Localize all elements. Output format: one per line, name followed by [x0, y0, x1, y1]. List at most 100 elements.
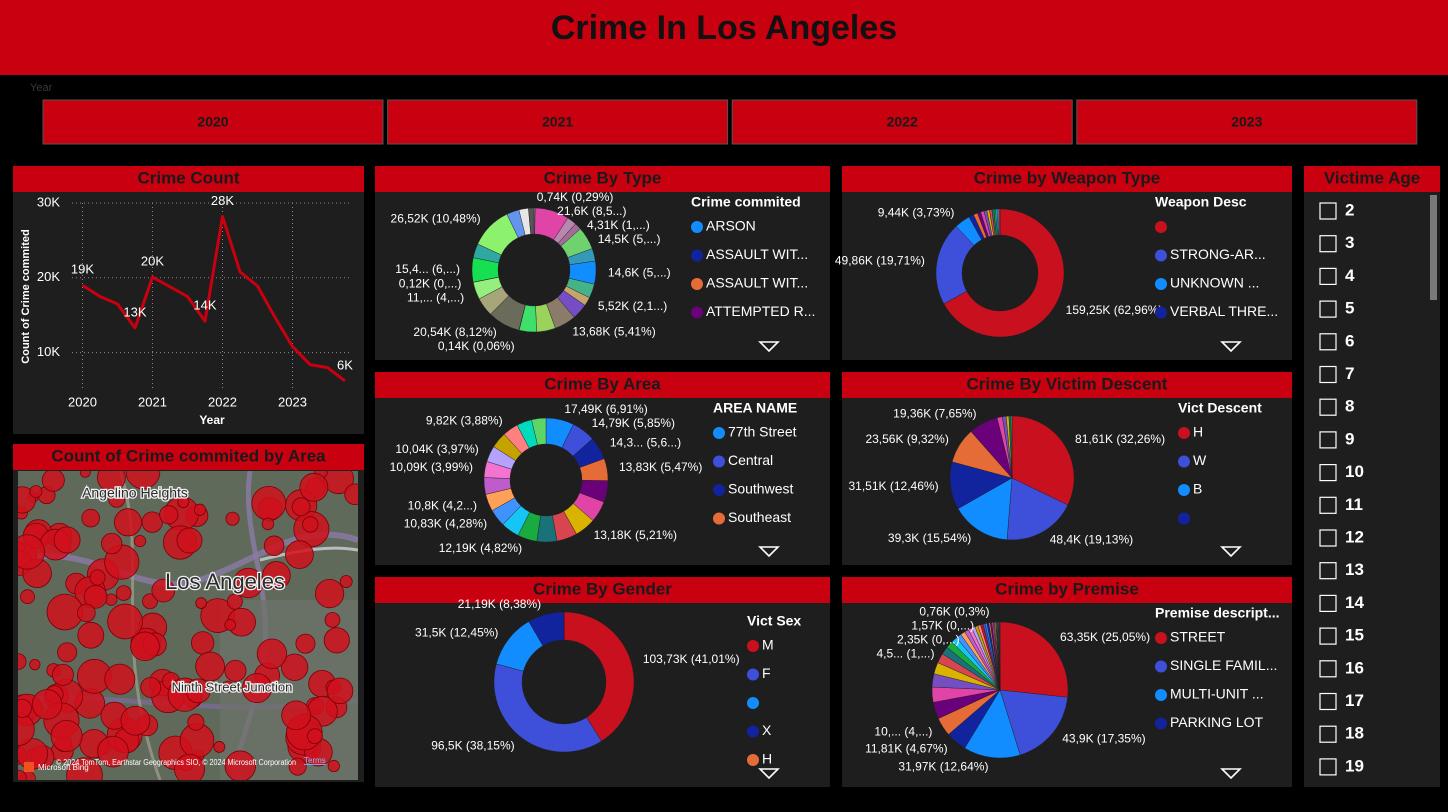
data-label: 0,14K (0,06%) — [438, 339, 515, 353]
panel-title-bar — [1304, 166, 1440, 192]
age-option[interactable]: 2 — [1345, 200, 1354, 219]
checkbox[interactable] — [1319, 431, 1337, 449]
checkbox[interactable] — [1319, 758, 1337, 776]
legend-scroll-arrow[interactable] — [1220, 341, 1242, 353]
checkbox[interactable] — [1319, 398, 1337, 416]
age-option[interactable]: 12 — [1345, 527, 1364, 546]
legend-scroll-arrow[interactable] — [1220, 546, 1242, 558]
legend-marker — [1155, 249, 1167, 262]
map-bubble — [288, 757, 307, 776]
legend-label: H — [762, 751, 772, 767]
legend-marker — [713, 512, 725, 525]
panel-title-bar — [13, 166, 364, 192]
checkbox[interactable] — [1319, 202, 1337, 220]
legend-scroll-arrow[interactable] — [758, 341, 780, 353]
age-option[interactable]: 18 — [1345, 724, 1364, 743]
legend-scroll-arrow[interactable] — [758, 768, 780, 780]
age-option[interactable]: 7 — [1345, 364, 1354, 383]
legend-marker — [747, 668, 759, 681]
age-option[interactable]: 5 — [1345, 299, 1354, 318]
map-bubble — [295, 633, 316, 654]
map-terms[interactable]: Terms — [304, 756, 326, 765]
age-option[interactable]: 6 — [1345, 331, 1354, 350]
data-label: 31,51K (12,46%) — [849, 479, 939, 493]
legend-label: W — [1193, 452, 1207, 468]
checkbox[interactable] — [1319, 267, 1337, 285]
map-bubble — [114, 508, 143, 537]
data-label: 96,5K (38,15%) — [431, 739, 514, 753]
age-option[interactable]: 4 — [1345, 266, 1355, 285]
map-bubble — [79, 471, 91, 478]
map-bubble — [285, 540, 314, 569]
legend-scroll-arrow[interactable] — [758, 546, 780, 558]
age-option[interactable]: 8 — [1345, 397, 1354, 416]
panel-title: Count of Crime commited by Area — [51, 446, 326, 465]
map-bubble — [140, 676, 162, 698]
age-option[interactable]: 16 — [1345, 658, 1364, 677]
checkbox[interactable] — [1319, 235, 1337, 253]
map-place-label: Ninth Street Junction — [172, 679, 293, 694]
legend-marker — [1178, 484, 1190, 496]
data-label: 21,6K (8,5...) — [557, 204, 626, 218]
age-option[interactable]: 10 — [1345, 462, 1364, 481]
map-bubble — [281, 700, 311, 731]
map-bubble — [324, 612, 341, 628]
data-label: 20,54K (8,12%) — [413, 325, 496, 339]
year-button[interactable] — [731, 99, 1073, 145]
year-button-label[interactable]: 2021 — [542, 114, 573, 130]
map-road — [259, 546, 358, 562]
map-bubble — [233, 567, 264, 599]
legend-marker — [691, 221, 703, 233]
checkbox[interactable] — [1319, 496, 1337, 514]
age-option[interactable]: 19 — [1345, 756, 1364, 775]
age-option[interactable]: 15 — [1345, 626, 1364, 645]
checkbox[interactable] — [1319, 300, 1337, 318]
slicer-label: Year — [30, 82, 53, 94]
legend-scroll-arrow[interactable] — [1220, 768, 1242, 780]
year-button[interactable] — [1076, 99, 1418, 145]
checkbox[interactable] — [1319, 464, 1337, 482]
header — [0, 0, 1448, 75]
map-bubble — [213, 741, 226, 753]
legend-marker — [713, 427, 725, 439]
data-label: 10,83K (4,28%) — [404, 516, 487, 530]
year-button[interactable] — [387, 99, 729, 145]
panel-title-bar — [13, 444, 364, 470]
year-button[interactable] — [42, 99, 384, 145]
scrollbar-thumb[interactable] — [1430, 195, 1437, 300]
age-option[interactable]: 11 — [1345, 495, 1363, 514]
data-label: 103,73K (41,01%) — [643, 652, 740, 666]
age-option[interactable]: 17 — [1345, 691, 1364, 710]
panel-title: Victime Age — [1324, 168, 1420, 187]
pie-slice — [998, 208, 1001, 236]
age-option[interactable]: 13 — [1345, 560, 1364, 579]
checkbox[interactable] — [1319, 333, 1337, 351]
pie-slice — [999, 621, 1069, 698]
map-bubble — [339, 575, 353, 588]
legend-label: H — [1193, 424, 1203, 440]
checkbox[interactable] — [1319, 529, 1337, 547]
checkbox[interactable] — [1319, 692, 1337, 711]
year-button-label[interactable]: 2023 — [1231, 114, 1262, 130]
legend-title: Vict Descent — [1178, 400, 1262, 416]
age-option[interactable]: 9 — [1345, 429, 1354, 448]
legend-title: Premise descript... — [1155, 605, 1280, 621]
map-bubble — [299, 472, 329, 502]
pie-slice — [943, 208, 1065, 338]
data-label: 31,5K (12,45%) — [415, 626, 498, 640]
age-option[interactable]: 14 — [1345, 593, 1364, 612]
year-button-label[interactable]: 2020 — [197, 114, 228, 130]
checkbox[interactable] — [1319, 594, 1337, 613]
data-label: 0,74K (0,29%) — [537, 190, 614, 204]
data-label: 43,9K (17,35%) — [1062, 732, 1145, 746]
map-bubble — [108, 490, 126, 508]
checkbox[interactable] — [1319, 725, 1337, 743]
checkbox[interactable] — [1319, 365, 1337, 384]
data-label: 10,09K (3,99%) — [390, 460, 473, 474]
year-button-label[interactable]: 2022 — [887, 114, 918, 130]
checkbox[interactable] — [1319, 660, 1337, 678]
checkbox[interactable] — [1319, 627, 1337, 645]
map-bubble — [327, 759, 340, 773]
age-option[interactable]: 3 — [1345, 233, 1354, 252]
checkbox[interactable] — [1319, 562, 1337, 580]
